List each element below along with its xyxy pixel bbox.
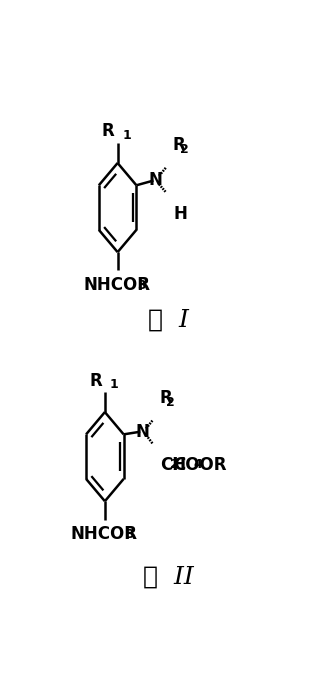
- Text: 3: 3: [125, 528, 133, 541]
- Text: 4: 4: [193, 458, 202, 471]
- Text: 2: 2: [180, 143, 189, 156]
- Text: R: R: [159, 389, 172, 407]
- Text: 式  I: 式 I: [148, 308, 189, 332]
- Text: CH: CH: [161, 456, 187, 475]
- Text: 2: 2: [170, 458, 179, 471]
- Text: 1: 1: [122, 129, 131, 142]
- Text: N: N: [136, 423, 150, 441]
- Text: 3: 3: [138, 279, 146, 292]
- Text: NHCOR: NHCOR: [84, 276, 151, 294]
- Text: R: R: [102, 123, 114, 140]
- Text: 2: 2: [166, 396, 175, 409]
- Text: R: R: [89, 372, 102, 390]
- Text: COOR: COOR: [174, 456, 227, 475]
- Text: R: R: [173, 136, 185, 154]
- Text: N: N: [149, 171, 163, 189]
- Text: NHCOR: NHCOR: [71, 525, 138, 543]
- Text: H: H: [174, 205, 188, 223]
- Text: 1: 1: [110, 378, 118, 391]
- Text: 式  II: 式 II: [143, 566, 194, 589]
